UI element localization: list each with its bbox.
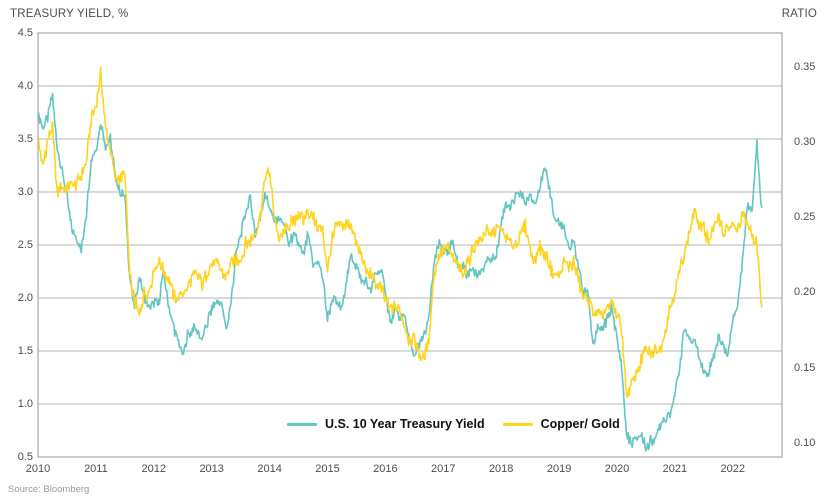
left-axis-tick-label: 2.5 bbox=[17, 239, 33, 251]
right-axis-tick-label: 0.10 bbox=[794, 437, 816, 449]
left-axis-title: TREASURY YIELD, % bbox=[10, 8, 129, 20]
legend-item-treasury: U.S. 10 Year Treasury Yield bbox=[287, 417, 485, 431]
x-axis-tick-label: 2018 bbox=[488, 463, 514, 475]
x-axis-tick-label: 2019 bbox=[546, 463, 572, 475]
legend-label-copper-gold: Copper/ Gold bbox=[540, 417, 620, 431]
x-axis-tick-label: 2012 bbox=[141, 463, 167, 475]
left-axis-tick-label: 4.5 bbox=[17, 27, 33, 39]
x-axis-tick-label: 2016 bbox=[373, 463, 398, 475]
right-axis-tick-label: 0.30 bbox=[794, 135, 816, 148]
x-axis-tick-label: 2020 bbox=[604, 463, 630, 475]
plot-border bbox=[37, 32, 783, 458]
x-axis-tick-label: 2017 bbox=[431, 463, 456, 475]
legend-label-treasury: U.S. 10 Year Treasury Yield bbox=[325, 417, 485, 431]
right-axis-tick-label: 0.25 bbox=[794, 211, 816, 224]
treasury-yield-line bbox=[38, 92, 763, 452]
treasury-line-swatch-icon bbox=[287, 422, 317, 426]
legend: U.S. 10 Year Treasury Yield Copper/ Gold bbox=[287, 417, 620, 431]
right-axis-tick-label: 0.35 bbox=[794, 60, 816, 73]
x-axis-tick-label: 2015 bbox=[315, 463, 340, 475]
right-axis-tick-label: 0.20 bbox=[794, 286, 816, 299]
left-axis-tick-label: 0.5 bbox=[17, 451, 33, 463]
left-axis-tick-label: 1.5 bbox=[17, 345, 33, 357]
left-axis-tick-label: 2.0 bbox=[17, 292, 33, 304]
copper-gold-line-swatch-icon bbox=[502, 422, 533, 426]
left-axis-tick-label: 3.5 bbox=[17, 133, 33, 145]
x-axis-tick-label: 2013 bbox=[199, 463, 224, 475]
x-axis-tick-label: 2011 bbox=[84, 463, 108, 475]
right-axis-title: RATIO bbox=[781, 8, 817, 20]
legend-item-copper-gold: Copper/ Gold bbox=[502, 417, 620, 431]
source-note: Source: Bloomberg bbox=[8, 484, 90, 495]
left-axis-tick-label: 4.0 bbox=[17, 80, 33, 92]
x-axis-tick-label: 2022 bbox=[720, 463, 746, 475]
x-axis-tick-label: 2014 bbox=[257, 463, 282, 475]
right-axis-tick-label: 0.15 bbox=[794, 361, 816, 374]
left-axis-tick-label: 3.0 bbox=[17, 186, 33, 198]
x-axis-tick-label: 2010 bbox=[25, 463, 51, 475]
copper-gold-line bbox=[38, 66, 763, 399]
x-axis-tick-label: 2021 bbox=[662, 463, 688, 475]
left-axis-tick-label: 1.0 bbox=[17, 398, 33, 410]
